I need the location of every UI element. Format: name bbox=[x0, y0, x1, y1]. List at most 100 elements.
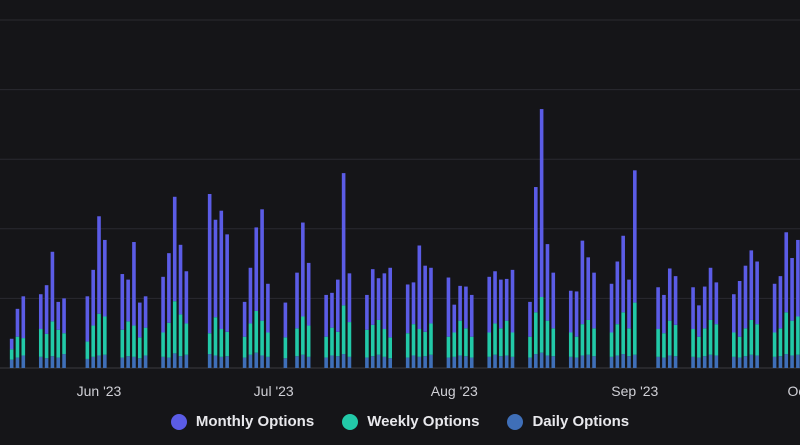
bar-daily-options[interactable] bbox=[586, 354, 591, 368]
bar-weekly-options[interactable] bbox=[21, 338, 26, 356]
bar-weekly-options[interactable] bbox=[633, 302, 637, 355]
bar-monthly-options[interactable] bbox=[778, 276, 783, 329]
bar-daily-options[interactable] bbox=[737, 357, 742, 368]
bar-weekly-options[interactable] bbox=[796, 316, 800, 355]
bar-weekly-options[interactable] bbox=[778, 328, 783, 357]
bar-monthly-options[interactable] bbox=[633, 170, 637, 303]
bar-daily-options[interactable] bbox=[405, 357, 410, 368]
bar-weekly-options[interactable] bbox=[85, 341, 90, 359]
bar-weekly-options[interactable] bbox=[673, 324, 678, 357]
bar-daily-options[interactable] bbox=[452, 356, 457, 368]
bar-weekly-options[interactable] bbox=[592, 328, 596, 357]
bar-daily-options[interactable] bbox=[44, 358, 49, 368]
bar-daily-options[interactable] bbox=[784, 354, 789, 368]
bar-monthly-options[interactable] bbox=[405, 284, 410, 334]
bar-weekly-options[interactable] bbox=[341, 305, 346, 355]
bar-weekly-options[interactable] bbox=[743, 328, 748, 357]
bar-weekly-options[interactable] bbox=[697, 336, 701, 358]
bar-monthly-options[interactable] bbox=[458, 285, 462, 321]
bar-daily-options[interactable] bbox=[207, 354, 212, 368]
bar-daily-options[interactable] bbox=[225, 356, 229, 368]
bar-monthly-options[interactable] bbox=[219, 210, 224, 330]
bar-monthly-options[interactable] bbox=[132, 242, 136, 326]
bar-monthly-options[interactable] bbox=[242, 301, 247, 337]
bar-weekly-options[interactable] bbox=[417, 329, 422, 357]
bar-daily-options[interactable] bbox=[621, 354, 625, 368]
bar-monthly-options[interactable] bbox=[423, 265, 427, 332]
legend-item-monthly[interactable]: Monthly Options bbox=[170, 413, 314, 430]
bar-monthly-options[interactable] bbox=[743, 265, 748, 329]
bar-daily-options[interactable] bbox=[714, 355, 719, 368]
bar-weekly-options[interactable] bbox=[464, 328, 468, 357]
bar-monthly-options[interactable] bbox=[755, 261, 759, 325]
bar-daily-options[interactable] bbox=[417, 356, 422, 368]
bar-monthly-options[interactable] bbox=[487, 276, 492, 333]
bar-daily-options[interactable] bbox=[126, 356, 130, 368]
bar-weekly-options[interactable] bbox=[429, 323, 433, 355]
bar-weekly-options[interactable] bbox=[534, 312, 538, 355]
bar-daily-options[interactable] bbox=[85, 358, 90, 368]
bar-daily-options[interactable] bbox=[62, 354, 66, 368]
bar-daily-options[interactable] bbox=[242, 357, 247, 368]
bar-monthly-options[interactable] bbox=[266, 283, 270, 333]
bar-weekly-options[interactable] bbox=[167, 322, 171, 358]
bar-monthly-options[interactable] bbox=[347, 273, 352, 323]
bar-monthly-options[interactable] bbox=[615, 261, 620, 325]
bar-monthly-options[interactable] bbox=[568, 290, 573, 333]
bar-monthly-options[interactable] bbox=[225, 234, 229, 332]
bar-weekly-options[interactable] bbox=[283, 337, 288, 359]
bar-daily-options[interactable] bbox=[266, 356, 270, 368]
bar-weekly-options[interactable] bbox=[376, 319, 381, 355]
bar-daily-options[interactable] bbox=[574, 357, 579, 368]
bar-daily-options[interactable] bbox=[132, 356, 136, 368]
bar-monthly-options[interactable] bbox=[376, 278, 381, 320]
bar-weekly-options[interactable] bbox=[184, 323, 189, 355]
bar-monthly-options[interactable] bbox=[15, 308, 20, 337]
bar-monthly-options[interactable] bbox=[341, 173, 346, 306]
bar-daily-options[interactable] bbox=[656, 356, 660, 368]
bar-monthly-options[interactable] bbox=[167, 253, 171, 323]
bar-daily-options[interactable] bbox=[662, 357, 666, 368]
bar-daily-options[interactable] bbox=[499, 356, 503, 368]
bar-weekly-options[interactable] bbox=[62, 333, 66, 355]
bar-monthly-options[interactable] bbox=[656, 287, 660, 330]
bar-monthly-options[interactable] bbox=[504, 278, 509, 321]
bar-daily-options[interactable] bbox=[178, 356, 183, 368]
bar-weekly-options[interactable] bbox=[510, 332, 515, 357]
bar-monthly-options[interactable] bbox=[172, 196, 177, 302]
bar-daily-options[interactable] bbox=[429, 354, 433, 368]
bar-daily-options[interactable] bbox=[697, 357, 701, 368]
bar-weekly-options[interactable] bbox=[382, 329, 387, 357]
bar-weekly-options[interactable] bbox=[324, 336, 328, 358]
bar-monthly-options[interactable] bbox=[446, 277, 451, 337]
bar-weekly-options[interactable] bbox=[749, 319, 754, 355]
bar-daily-options[interactable] bbox=[50, 356, 55, 368]
bar-monthly-options[interactable] bbox=[574, 291, 579, 337]
bar-daily-options[interactable] bbox=[504, 355, 509, 368]
bar-monthly-options[interactable] bbox=[137, 302, 142, 338]
bar-monthly-options[interactable] bbox=[120, 274, 125, 330]
bar-monthly-options[interactable] bbox=[528, 301, 532, 337]
bar-daily-options[interactable] bbox=[673, 356, 678, 368]
bar-weekly-options[interactable] bbox=[132, 325, 136, 357]
bar-weekly-options[interactable] bbox=[306, 325, 311, 357]
bar-weekly-options[interactable] bbox=[458, 320, 462, 356]
bar-monthly-options[interactable] bbox=[184, 271, 189, 324]
legend-item-daily[interactable]: Daily Options bbox=[507, 413, 629, 430]
bar-monthly-options[interactable] bbox=[97, 216, 101, 314]
bar-monthly-options[interactable] bbox=[143, 296, 148, 328]
bar-weekly-options[interactable] bbox=[172, 301, 177, 354]
bar-daily-options[interactable] bbox=[749, 354, 754, 368]
bar-weekly-options[interactable] bbox=[790, 320, 794, 356]
bar-daily-options[interactable] bbox=[254, 352, 259, 368]
bar-weekly-options[interactable] bbox=[580, 324, 585, 356]
bar-daily-options[interactable] bbox=[592, 356, 596, 368]
bar-weekly-options[interactable] bbox=[487, 332, 492, 357]
bar-daily-options[interactable] bbox=[411, 355, 416, 368]
bar-weekly-options[interactable] bbox=[499, 328, 503, 357]
bar-daily-options[interactable] bbox=[283, 358, 288, 368]
bar-daily-options[interactable] bbox=[510, 356, 515, 368]
bar-daily-options[interactable] bbox=[609, 356, 614, 368]
bar-daily-options[interactable] bbox=[324, 357, 328, 368]
bar-monthly-options[interactable] bbox=[667, 268, 672, 321]
